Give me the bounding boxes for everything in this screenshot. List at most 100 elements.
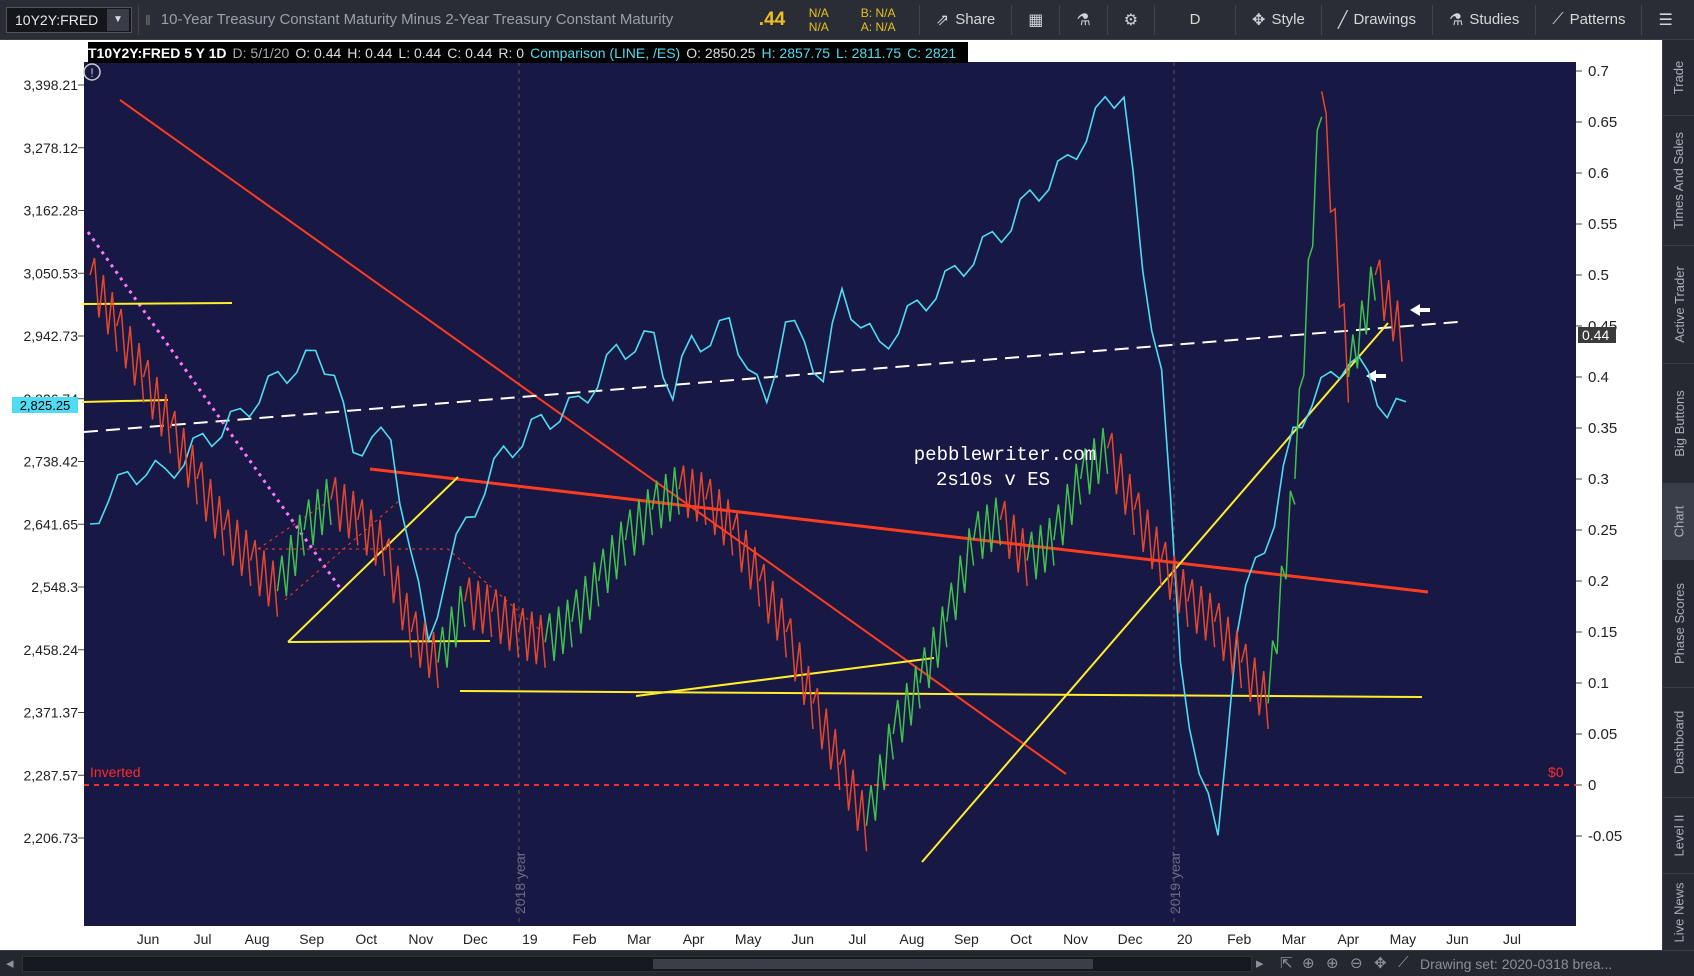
- left-axis-tick-label: 2,287.57: [24, 767, 79, 783]
- tab-trade[interactable]: Trade: [1663, 40, 1694, 116]
- watermark-subtitle-label: 2s10s v ES: [936, 469, 1050, 491]
- spread-segment: [785, 618, 814, 729]
- x-axis-tick-label: Sep: [299, 931, 324, 947]
- spread-segment: [1240, 643, 1269, 729]
- ohlc-open: O: 0.44: [295, 44, 342, 61]
- inverted-label: Inverted: [90, 764, 141, 780]
- spread-segment: [142, 359, 172, 454]
- bid-ask-quote: N/A N/A: [809, 6, 847, 34]
- tab-label: Level II: [1671, 814, 1687, 857]
- time-axis-panel: [84, 926, 1576, 950]
- spread-segment: [892, 665, 921, 743]
- tab-chart[interactable]: Chart: [1663, 484, 1694, 560]
- chevron-down-icon[interactable]: ▼: [107, 8, 129, 31]
- ask-value: N/A: [808, 19, 829, 34]
- yellow-base-line: [287, 640, 491, 643]
- yellow-uptrend-line: [921, 322, 1389, 863]
- flexible-grid-button[interactable]: ▦: [1018, 0, 1053, 40]
- top-toolbar: 10Y2Y:FRED ▼ ‖ 10-Year Treasury Constant…: [0, 0, 1694, 40]
- spread-segment: [169, 410, 198, 505]
- spread-segment: [1133, 492, 1162, 587]
- x-axis-tick-label: Mar: [1282, 931, 1306, 947]
- ohlc-high: H: 0.44: [347, 44, 393, 61]
- period-label: D: [1189, 11, 1201, 28]
- spread-segment: [1294, 116, 1323, 480]
- price-chart[interactable]: 2018 year 2019 year Inverted $0 3,398.213,…: [0, 40, 1662, 950]
- drawing-tool-icon[interactable]: ⟋: [1398, 954, 1409, 971]
- crosshair-icon[interactable]: ⊕: [1302, 955, 1315, 972]
- tab-phase-scores[interactable]: Phase Scores: [1663, 560, 1694, 688]
- x-axis-tick-label: Feb: [1227, 931, 1251, 947]
- tab-label: Phase Scores: [1671, 583, 1687, 664]
- expand-icon[interactable]: ⇱: [1280, 955, 1293, 972]
- menu-button[interactable]: ☰: [1648, 0, 1682, 40]
- x-axis-tick-label: Dec: [463, 931, 488, 947]
- spread-segment: [731, 512, 761, 607]
- right-axis-tick-label: 0.7: [1588, 63, 1609, 80]
- divider: [1320, 4, 1322, 35]
- period-button[interactable]: D: [1161, 0, 1229, 40]
- divider: [1431, 4, 1433, 35]
- settings-button[interactable]: ⚙: [1114, 0, 1148, 40]
- style-button[interactable]: ✥ Style: [1242, 0, 1315, 40]
- right-axis-current-badge: [1578, 327, 1616, 343]
- left-axis-tick-label: 2,738.42: [24, 454, 79, 470]
- patterns-button[interactable]: ⟋ Patterns: [1542, 0, 1635, 40]
- tab-label: Trade: [1671, 60, 1687, 95]
- tab-big-buttons[interactable]: Big Buttons: [1663, 364, 1694, 484]
- spread-segment: [383, 538, 413, 658]
- drawings-label: Drawings: [1353, 11, 1416, 28]
- tab-level-ii[interactable]: Level II: [1663, 798, 1694, 874]
- x-axis-tick-label: Oct: [355, 931, 377, 947]
- x-axis-tick-label: Mar: [627, 931, 651, 947]
- spread-segment: [651, 467, 680, 529]
- share-icon: ⇗: [935, 11, 950, 29]
- right-axis-tick-label: 0.2: [1588, 573, 1609, 590]
- label-layer: 3,398.21 3,278.12 3,162.28 3,050.53 2,942.73…: [12, 63, 1622, 947]
- scroll-left-icon[interactable]: ◂: [6, 955, 14, 972]
- grid: 2018 year 2019 year: [512, 62, 1183, 926]
- pan-icon[interactable]: ✥: [1374, 955, 1387, 972]
- pointer-arrow-icon: [1410, 304, 1430, 316]
- zoom-out-icon[interactable]: ⊖: [1350, 955, 1363, 972]
- zero-dollar-label: $0: [1548, 764, 1564, 780]
- x-axis-tick-label: Jun: [137, 931, 160, 947]
- spread-segment: [1160, 541, 1189, 627]
- scroll-thumb[interactable]: [653, 959, 1093, 969]
- tab-label: Active Trader: [1671, 266, 1687, 343]
- left-axis-tick-label: 2,206.73: [24, 830, 79, 846]
- right-axis-tick-label: 0.35: [1588, 420, 1617, 437]
- es-comparison-line: [89, 95, 1407, 836]
- left-axis-tick-label: 2,548.3: [31, 579, 78, 595]
- drawing-set-label[interactable]: Drawing set: 2020-0318 brea...: [1420, 956, 1613, 972]
- scroll-track[interactable]: [22, 956, 1252, 972]
- x-axis-tick-label: Nov: [1063, 931, 1088, 947]
- x-axis-tick-label: Sep: [954, 931, 979, 947]
- tab-label: Big Buttons: [1671, 390, 1687, 457]
- drag-handle-icon[interactable]: ‖: [145, 11, 151, 28]
- tab-dashboard[interactable]: Dashboard: [1663, 688, 1694, 798]
- spread-segment: [1026, 518, 1055, 580]
- scroll-right-icon[interactable]: ▸: [1256, 955, 1264, 972]
- divider: [1235, 4, 1237, 35]
- tab-label: Live News: [1671, 882, 1687, 943]
- spread-segment: [758, 563, 787, 658]
- cmp-close: C: 2821: [907, 44, 957, 61]
- studies-label: Studies: [1469, 11, 1520, 28]
- drawings-button[interactable]: ╱ Drawings: [1328, 0, 1426, 40]
- tab-active-trader[interactable]: Active Trader: [1663, 246, 1694, 364]
- tab-times-and-sales[interactable]: Times And Sales: [1663, 116, 1694, 246]
- share-button[interactable]: ⇗ Share: [926, 0, 1005, 40]
- spread-segment: [597, 521, 627, 593]
- tab-label: Dashboard: [1671, 710, 1687, 775]
- share-label: Share: [955, 11, 996, 28]
- zoom-in-icon[interactable]: ⊕: [1326, 955, 1339, 972]
- cmp-low: L: 2811.75: [836, 44, 902, 61]
- studies-button[interactable]: ⚗ Studies: [1439, 0, 1529, 40]
- tab-live-news[interactable]: Live News: [1663, 874, 1694, 952]
- last-price: .44: [758, 8, 786, 30]
- studies-lab-button[interactable]: ⚗: [1066, 0, 1100, 40]
- divider: [1011, 4, 1013, 35]
- left-axis-tick-label: 3,278.12: [24, 140, 79, 156]
- symbol-selector[interactable]: 10Y2Y:FRED ▼: [6, 6, 132, 33]
